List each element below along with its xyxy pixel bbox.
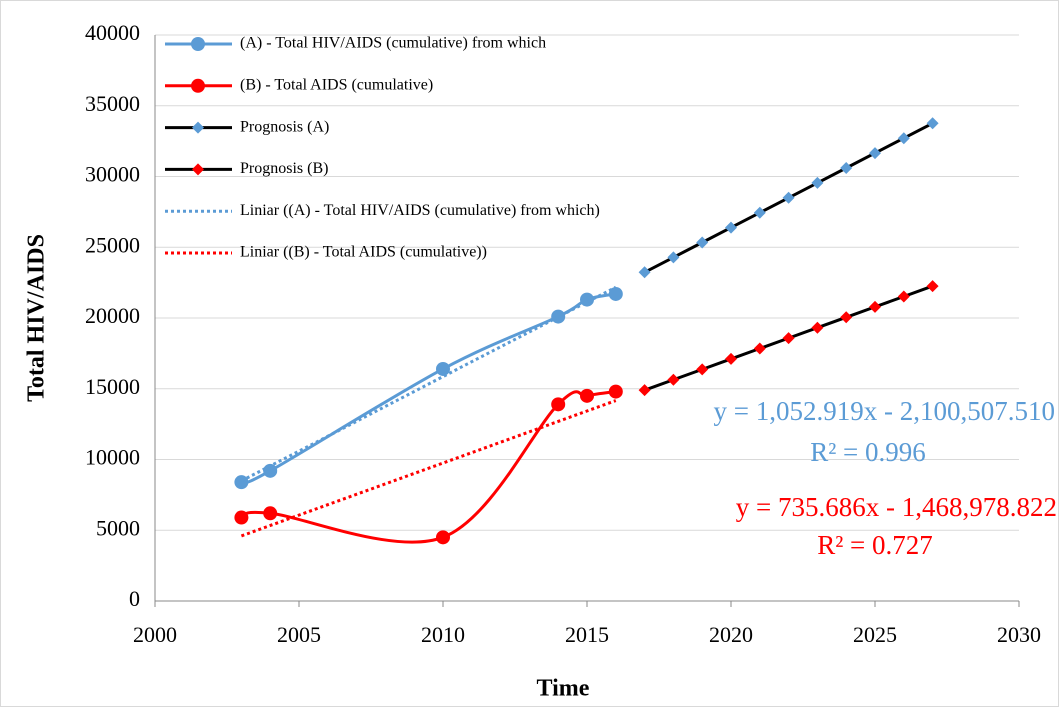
data-point: [667, 251, 680, 264]
x-tick-label: 2025: [853, 622, 897, 647]
data-point: [667, 373, 680, 386]
trend-equation: y = 735.686x - 1,468,978.822: [736, 492, 1057, 522]
y-tick-label: 20000: [85, 303, 140, 328]
data-point: [782, 191, 795, 204]
y-tick-label: 35000: [85, 91, 140, 116]
data-point: [840, 311, 853, 324]
data-point: [753, 342, 766, 355]
data-point: [753, 206, 766, 219]
data-point: [638, 266, 651, 279]
y-tick-label: 15000: [85, 374, 140, 399]
data-point: [782, 332, 795, 345]
series-line: [240, 285, 617, 483]
y-tick-label: 0: [129, 586, 140, 611]
legend-marker: [192, 121, 204, 134]
x-tick-label: 2030: [997, 622, 1041, 647]
data-point: [580, 292, 594, 307]
data-point: [263, 463, 278, 478]
data-point: [696, 363, 709, 376]
y-tick-label: 10000: [85, 445, 140, 470]
data-point: [897, 132, 910, 145]
x-tick-label: 2010: [421, 622, 465, 647]
data-point: [725, 221, 737, 234]
x-axis-title: Time: [537, 676, 590, 702]
legend-label: Prognosis (A): [240, 118, 329, 135]
trend-equation: R² = 0.727: [817, 530, 933, 560]
x-tick-label: 2000: [133, 622, 177, 647]
x-tick-label: 2005: [277, 622, 321, 647]
y-axis-title: Total HIV/AIDS: [24, 234, 50, 402]
series-line: [240, 399, 617, 538]
y-tick-label: 30000: [85, 162, 140, 187]
x-tick-label: 2015: [565, 622, 609, 647]
data-point: [869, 147, 881, 160]
data-point: [263, 506, 278, 521]
y-tick-label: 5000: [96, 515, 140, 540]
legend-marker: [191, 78, 205, 93]
data-point: [436, 530, 450, 545]
data-point: [696, 236, 709, 249]
data-point: [897, 290, 910, 303]
trend-equation: R² = 0.996: [810, 437, 926, 467]
data-point: [840, 161, 853, 174]
data-point: [725, 352, 737, 365]
data-point: [869, 300, 881, 313]
x-tick-label: 2020: [709, 622, 753, 647]
legend-label: Liniar ((A) - Total HIV/AIDS (cumulative…: [240, 202, 600, 219]
data-point: [638, 384, 651, 397]
legend-marker: [192, 163, 204, 176]
data-point: [234, 475, 249, 490]
data-point: [608, 384, 623, 399]
data-point: [436, 361, 450, 376]
trend-equation: y = 1,052.919x - 2,100,507.510: [714, 396, 1055, 426]
data-point: [811, 176, 824, 189]
legend-label: (A) - Total HIV/AIDS (cumulative) from w…: [240, 35, 546, 52]
data-point: [926, 280, 939, 293]
y-tick-label: 25000: [85, 232, 140, 257]
data-point: [234, 510, 249, 525]
data-point: [926, 117, 939, 130]
legend-label: Prognosis (B): [240, 160, 328, 177]
legend-label: Liniar ((B) - Total AIDS (cumulative)): [240, 244, 487, 261]
legend-marker: [191, 37, 205, 51]
y-tick-label: 40000: [85, 20, 140, 45]
data-point: [811, 321, 824, 334]
data-point: [551, 397, 566, 412]
legend-label: (B) - Total AIDS (cumulative): [240, 76, 433, 93]
data-point: [580, 388, 594, 403]
